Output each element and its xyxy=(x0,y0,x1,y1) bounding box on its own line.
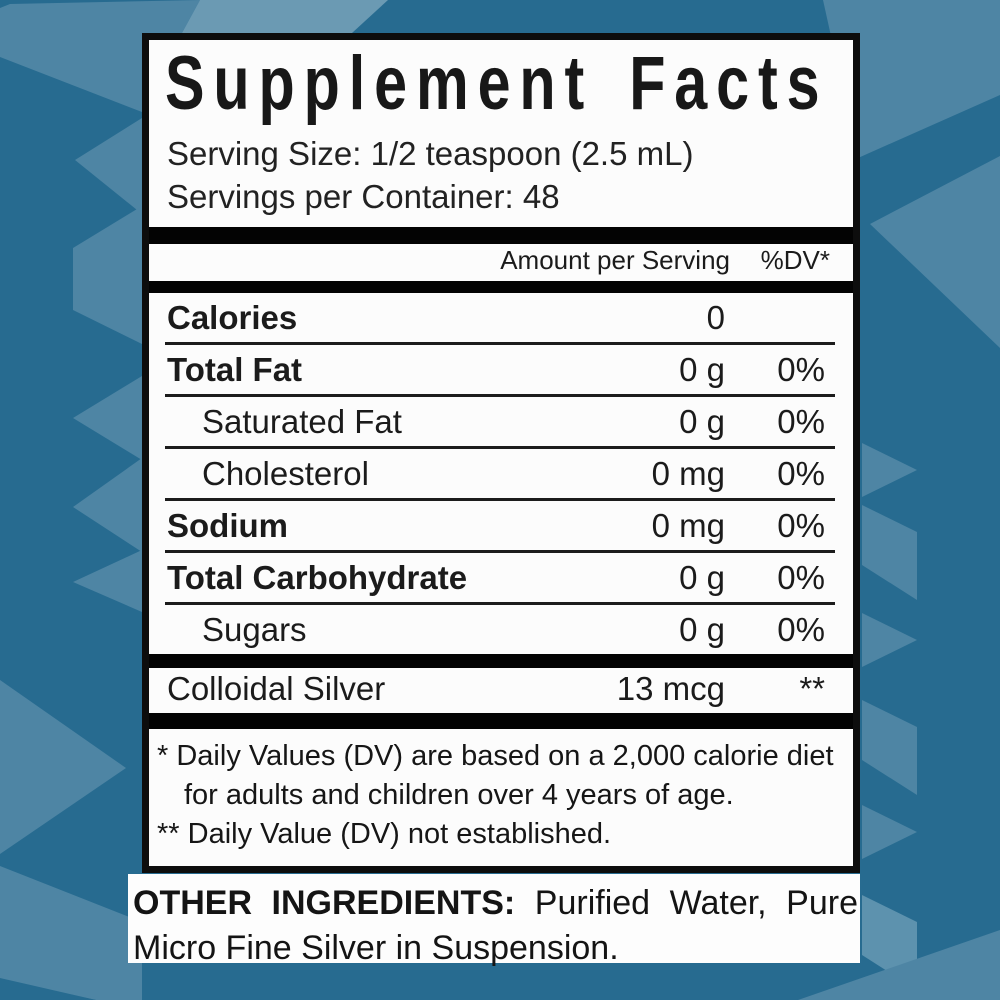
nutrient-dv: 0% xyxy=(777,507,825,544)
row-divider xyxy=(165,446,835,449)
supplement-facts-panel: Supplement Facts Serving Size: 1/2 teasp… xyxy=(142,33,860,873)
nutrient-name: Calories xyxy=(167,299,298,336)
other-ingredients-section: OTHER INGREDIENTS: Purified Water, Pure … xyxy=(128,874,860,967)
nutrient-row-cholesterol: Cholesterol 0 mg 0% xyxy=(149,449,853,498)
nutrient-row-sugars: Sugars 0 g 0% xyxy=(149,605,853,654)
other-ingredients-label: OTHER INGREDIENTS: xyxy=(133,884,516,922)
nutrient-name: Total Fat xyxy=(167,351,303,388)
other-ingredients-text: Purified Water, Pure Micro Fine Silver i… xyxy=(133,884,858,967)
nutrient-amount: 0 g xyxy=(679,611,725,648)
nutrient-row-total-carbohydrate: Total Carbohydrate 0 g 0% xyxy=(149,553,853,602)
nutrient-row-sodium: Sodium 0 mg 0% xyxy=(149,501,853,550)
footnote-text: Daily Value (DV) not established. xyxy=(187,818,612,850)
footnote-daily-values: * Daily Values (DV) are based on a 2,000… xyxy=(157,737,843,815)
nutrient-name: Sugars xyxy=(202,611,307,648)
separator-bar-ingredient xyxy=(149,654,853,668)
nutrient-dv: 0% xyxy=(777,559,825,596)
nutrient-name: Sodium xyxy=(167,507,288,544)
footnote-marker: ** xyxy=(157,818,180,850)
separator-bar-header xyxy=(149,281,853,293)
servings-per-container-line: Servings per Container: 48 xyxy=(167,178,560,215)
nutrient-dv: 0% xyxy=(777,403,825,440)
nutrient-dv: 0% xyxy=(777,351,825,388)
nutrient-amount: 0 g xyxy=(679,403,725,440)
ingredient-dv: ** xyxy=(799,670,825,707)
nutrient-name: Cholesterol xyxy=(202,455,369,492)
separator-bar-footnote xyxy=(149,713,853,729)
row-divider xyxy=(165,602,835,605)
row-divider xyxy=(165,498,835,501)
nutrient-name: Saturated Fat xyxy=(202,403,402,440)
row-divider xyxy=(165,550,835,553)
nutrient-row-calories: Calories 0 xyxy=(149,293,853,342)
row-divider xyxy=(165,342,835,345)
column-header-row: Amount per Serving %DV* xyxy=(149,244,853,281)
footnote-not-established: ** Daily Value (DV) not established. xyxy=(157,815,843,854)
footnote-marker: * xyxy=(157,740,169,772)
nutrient-amount: 0 g xyxy=(679,559,725,596)
panel-title: Supplement Facts xyxy=(165,41,829,126)
separator-bar-thick xyxy=(149,227,853,244)
nutrient-dv: 0% xyxy=(777,611,825,648)
nutrient-amount: 0 mg xyxy=(651,455,725,492)
ingredient-row-colloidal-silver: Colloidal Silver 13 mcg ** xyxy=(149,668,853,713)
ingredient-amount: 13 mcg xyxy=(616,670,725,707)
ingredient-name: Colloidal Silver xyxy=(167,670,386,707)
row-divider xyxy=(165,394,835,397)
nutrient-amount: 0 xyxy=(706,299,725,336)
column-header-dv: %DV* xyxy=(760,245,830,275)
footnote-text: Daily Values (DV) are based on a 2,000 c… xyxy=(176,740,834,811)
nutrient-name: Total Carbohydrate xyxy=(167,559,468,596)
nutrient-amount: 0 g xyxy=(679,351,725,388)
footnotes-section: * Daily Values (DV) are based on a 2,000… xyxy=(149,729,853,854)
nutrient-row-total-fat: Total Fat 0 g 0% xyxy=(149,345,853,394)
serving-size-line: Serving Size: 1/2 teaspoon (2.5 mL) xyxy=(167,135,694,172)
column-header-amount: Amount per Serving xyxy=(500,245,730,275)
nutrient-row-saturated-fat: Saturated Fat 0 g 0% xyxy=(149,397,853,446)
nutrient-amount: 0 mg xyxy=(651,507,725,544)
nutrient-dv: 0% xyxy=(777,455,825,492)
